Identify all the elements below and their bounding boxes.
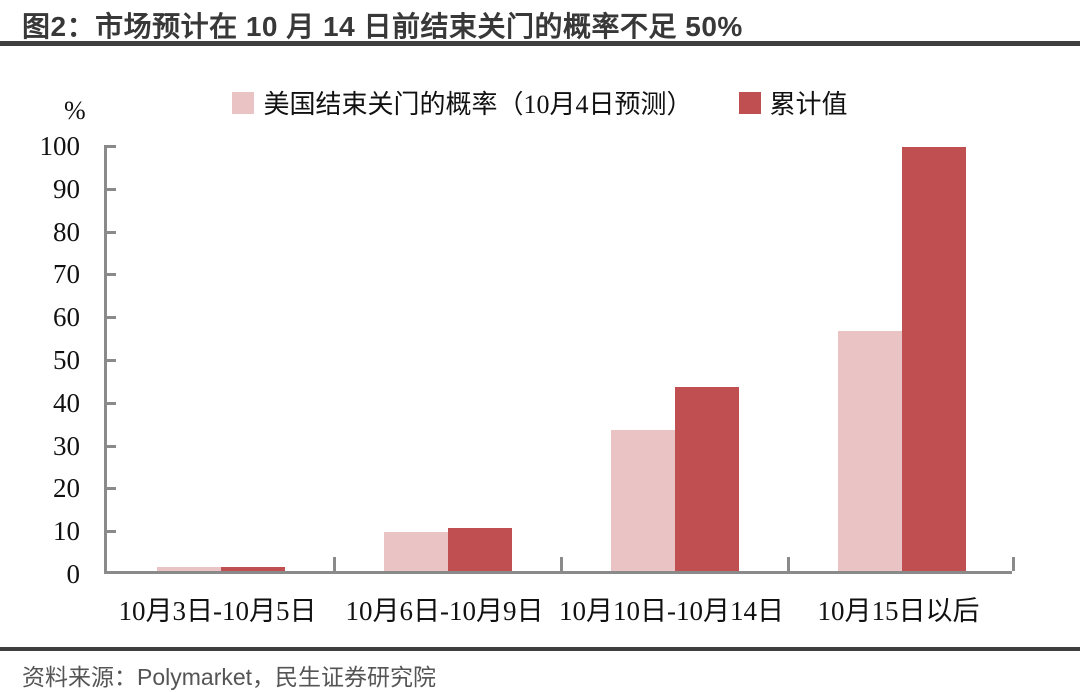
y-axis-tick-label: 70 [53,259,80,290]
legend-swatch-icon [738,91,761,114]
title-underline [0,41,1080,46]
x-axis-category-label: 10月6日-10月9日 [345,596,544,626]
y-axis-tick-label: 80 [53,216,80,247]
y-axis-tick-label: 20 [53,473,80,504]
y-axis-tick-label: 100 [39,131,81,161]
y-axis-tick-label: 0 [66,559,81,589]
y-axis-tick-label: 40 [53,387,80,418]
y-axis-tick [104,187,116,191]
x-axis-tick [332,557,336,571]
y-axis-tick [104,530,116,534]
y-axis-tick-label: 30 [53,430,80,461]
x-axis-tick [559,557,563,571]
chart-plot-area [104,145,1015,574]
y-axis-unit-label: % [64,96,86,125]
y-axis-tick-label: 50 [53,345,80,375]
x-axis-category-label: 10月10日-10月14日 [559,596,784,626]
y-axis-tick-label: 90 [53,173,80,204]
bar-forecast [610,429,675,571]
y-axis-tick [104,145,116,148]
source-note: 资料来源：Polymarket，民生证券研究院 [22,664,437,690]
y-axis-tick [104,487,116,491]
bar-cumulative [447,528,512,571]
x-axis-tick [1012,557,1015,571]
bar-cumulative [220,566,285,571]
x-axis-category-label: 10月3日-10月5日 [118,596,317,626]
x-axis-category-label: 10月15日以后 [817,596,980,626]
y-axis-tick [104,273,116,277]
legend-swatch-icon [232,91,255,114]
x-axis-tick [786,557,790,571]
y-axis-tick [104,316,116,320]
y-axis-tick [104,444,116,448]
legend-item: 累计值 [738,84,848,121]
legend-label: 美国结束关门的概率（10月4日预测） [263,90,693,119]
page-title: 图2：市场预计在 10 月 14 日前结束关门的概率不足 50% [22,11,743,42]
bar-cumulative [901,147,966,571]
y-axis-tick [104,359,116,362]
bar-forecast [383,532,448,571]
chart-legend: 美国结束关门的概率（10月4日预测） 累计值 [0,84,1080,121]
bar-forecast [156,566,221,571]
legend-label: 累计值 [769,90,848,119]
bar-cumulative [674,386,739,571]
y-axis-tick-label: 10 [53,516,80,547]
y-axis-tick-label: 60 [53,302,80,333]
y-axis-tick [104,401,116,405]
bar-forecast [837,331,902,571]
footer-rule [0,647,1080,651]
legend-item: 美国结束关门的概率（10月4日预测） [232,84,693,121]
y-axis-tick [104,230,116,234]
